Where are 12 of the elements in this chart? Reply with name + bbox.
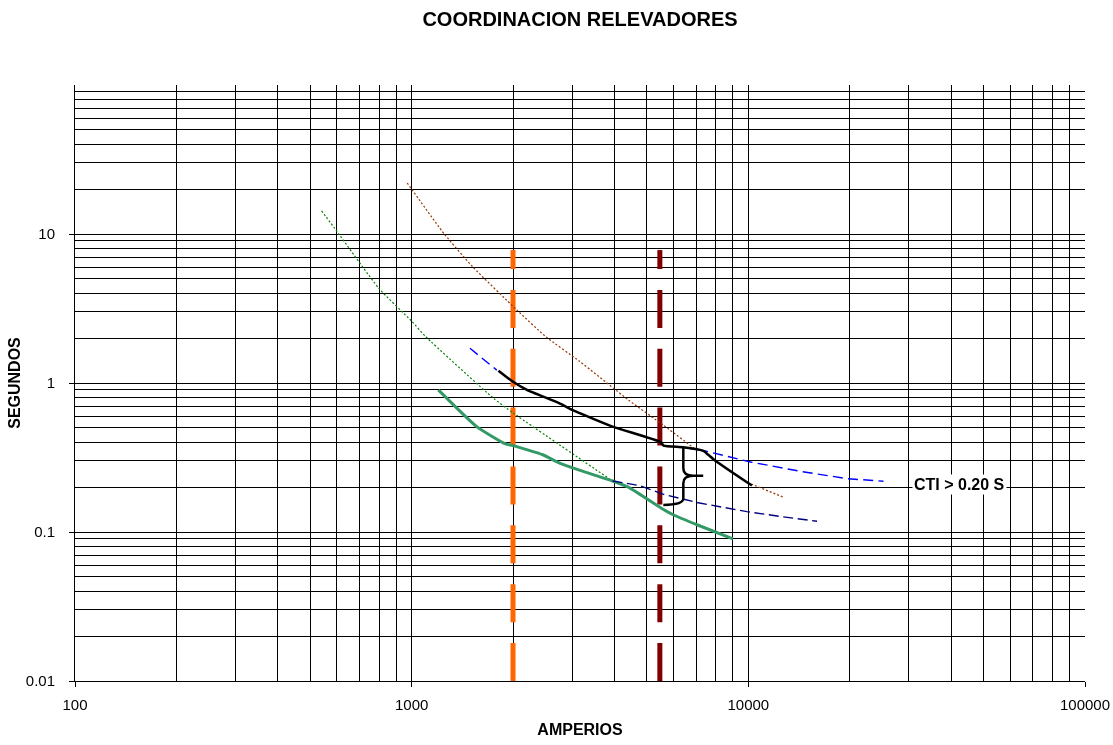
annotation: CTI > 0.20 S (914, 476, 1005, 493)
x-axis-title: AMPERIOS (537, 720, 623, 738)
x-tick-label: 1000 (394, 696, 429, 713)
y-tick-label: 1 (46, 374, 55, 392)
y-axis-title: SEGUNDOS (5, 336, 23, 429)
x-tick-label: 10000 (727, 696, 770, 713)
y-tick-label: 0.01 (25, 672, 55, 690)
x-tick-label: 100000 (1059, 696, 1111, 713)
x-tick-label: 100 (62, 696, 88, 713)
y-tick-label: 0.1 (34, 523, 55, 541)
chart-title: COORDINACION RELEVADORES (422, 8, 738, 30)
y-tick-label: 10 (38, 225, 55, 243)
